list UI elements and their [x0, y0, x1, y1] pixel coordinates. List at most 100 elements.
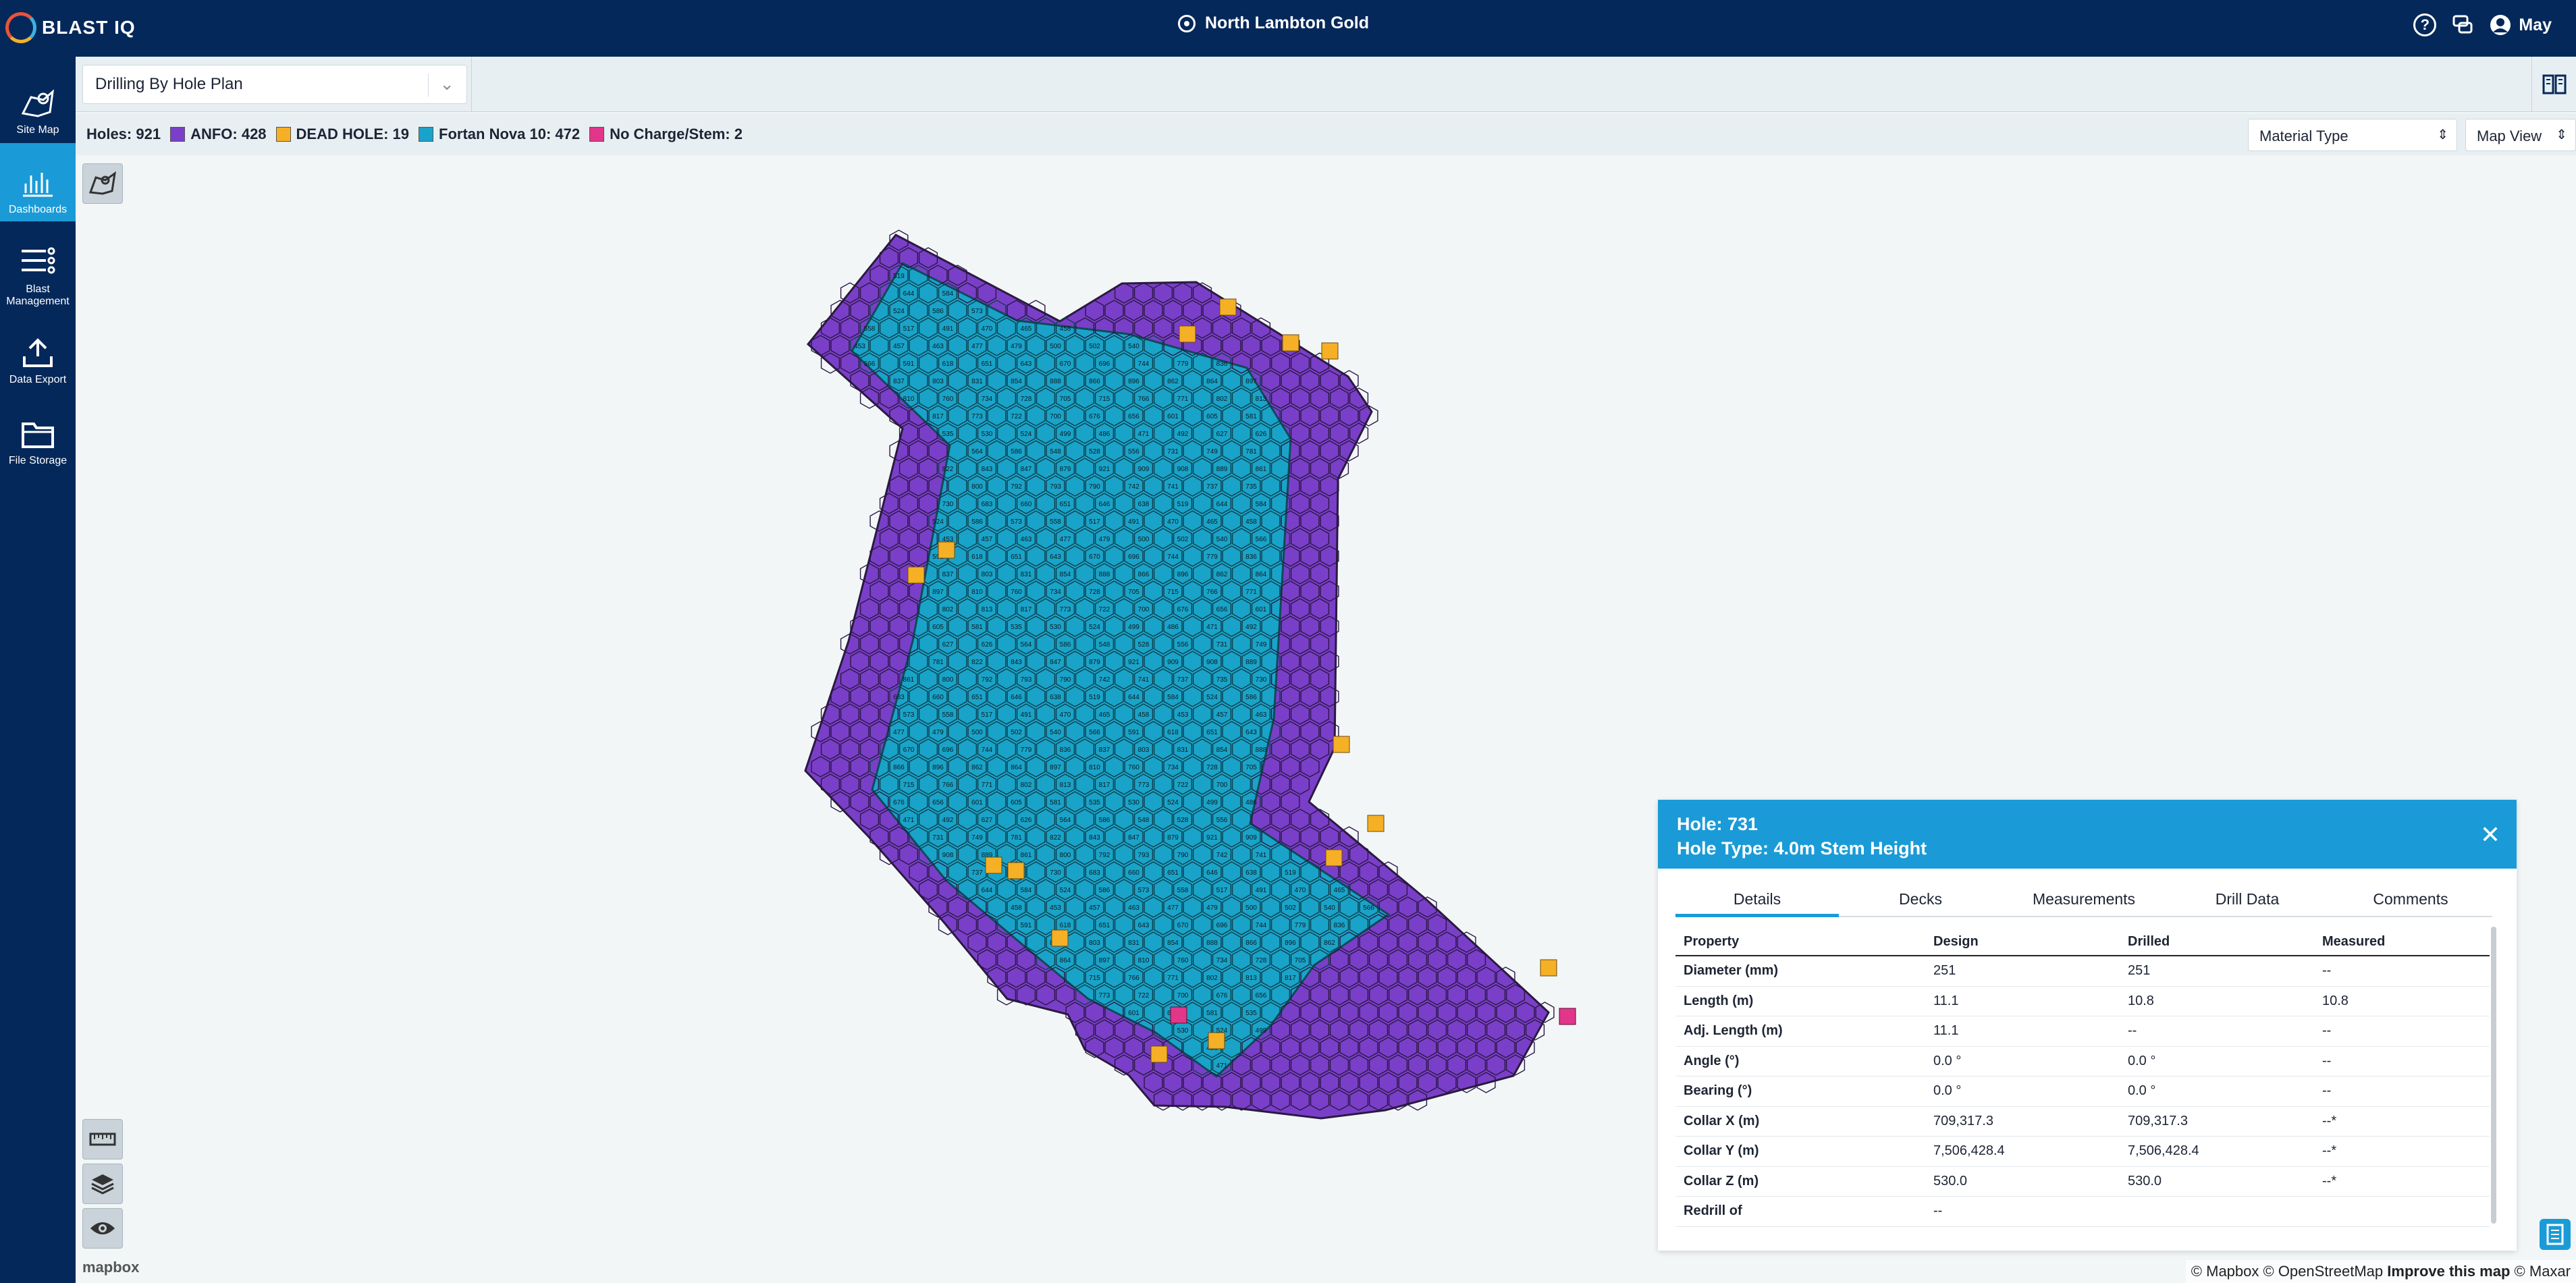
blast-hole[interactable] — [1290, 738, 1310, 760]
blast-hole[interactable] — [1212, 633, 1232, 655]
blast-hole[interactable] — [1094, 809, 1115, 830]
blast-hole[interactable] — [1183, 931, 1202, 953]
blast-hole[interactable] — [1202, 896, 1222, 918]
blast-hole[interactable] — [1339, 440, 1359, 462]
blast-hole[interactable] — [1231, 809, 1252, 830]
blast-hole[interactable] — [1261, 616, 1281, 637]
blast-hole[interactable] — [1133, 317, 1154, 339]
blast-hole[interactable] — [1339, 826, 1359, 848]
blast-hole[interactable] — [1329, 879, 1349, 900]
blast-hole[interactable] — [938, 458, 958, 479]
blast-hole[interactable] — [1085, 510, 1104, 532]
blast-hole[interactable] — [938, 598, 958, 620]
mapbox-logo[interactable]: mapbox — [82, 1259, 139, 1276]
blast-hole[interactable] — [1144, 826, 1163, 848]
guide-button[interactable] — [2531, 57, 2576, 112]
blast-hole[interactable] — [889, 229, 909, 251]
blast-hole[interactable] — [1407, 949, 1428, 971]
blast-hole[interactable] — [1055, 703, 1075, 725]
blast-hole[interactable] — [967, 440, 987, 462]
blast-hole[interactable] — [1212, 844, 1232, 865]
blast-hole[interactable] — [1094, 914, 1115, 935]
blast-hole[interactable] — [1300, 370, 1320, 391]
blast-hole[interactable] — [1290, 387, 1310, 409]
blast-hole[interactable] — [1026, 721, 1046, 742]
blast-hole[interactable] — [1114, 282, 1134, 304]
blast-hole[interactable] — [1144, 545, 1163, 567]
blast-hole[interactable] — [1192, 387, 1212, 409]
blast-hole[interactable] — [1153, 352, 1173, 374]
blast-hole[interactable] — [1457, 931, 1476, 953]
blast-hole[interactable] — [1163, 405, 1183, 427]
blast-hole[interactable] — [1075, 844, 1095, 865]
blast-hole[interactable] — [918, 493, 938, 514]
blast-hole[interactable] — [938, 773, 958, 795]
blast-hole[interactable] — [1270, 1019, 1291, 1041]
blast-hole[interactable] — [1310, 949, 1330, 971]
blast-hole[interactable] — [1310, 1089, 1330, 1111]
blast-hole[interactable] — [1251, 703, 1271, 725]
blast-hole[interactable] — [1104, 756, 1124, 777]
blast-hole[interactable] — [1320, 475, 1339, 497]
blast-hole[interactable] — [1153, 809, 1173, 830]
blast-hole[interactable] — [1300, 721, 1320, 742]
blast-hole[interactable] — [1290, 352, 1310, 374]
blast-hole[interactable] — [1075, 528, 1095, 549]
blast-hole[interactable] — [1114, 317, 1134, 339]
blast-hole[interactable] — [1310, 1054, 1330, 1076]
blast-hole[interactable] — [1163, 826, 1183, 848]
blast-hole[interactable] — [1144, 651, 1163, 672]
blast-hole[interactable] — [1281, 826, 1300, 848]
blast-hole[interactable] — [859, 352, 880, 374]
blast-hole[interactable] — [1094, 949, 1115, 971]
blast-hole[interactable] — [1055, 668, 1075, 690]
blast-hole[interactable] — [1192, 352, 1212, 374]
blast-hole[interactable] — [948, 826, 967, 848]
blast-hole[interactable] — [1222, 545, 1241, 567]
blast-hole[interactable] — [996, 773, 1017, 795]
blast-hole[interactable] — [840, 633, 860, 655]
blast-hole[interactable] — [1133, 914, 1154, 935]
blast-hole[interactable] — [1251, 984, 1271, 1006]
blast-hole[interactable] — [1114, 809, 1134, 830]
blast-hole[interactable] — [1075, 949, 1095, 971]
blast-hole[interactable] — [918, 703, 938, 725]
blast-hole[interactable] — [1320, 405, 1339, 427]
blast-hole[interactable] — [909, 475, 928, 497]
blast-hole[interactable] — [1231, 528, 1252, 549]
improve-map-link[interactable]: Improve this map — [2387, 1263, 2511, 1280]
blast-hole[interactable] — [1065, 966, 1085, 988]
blast-hole[interactable] — [1388, 984, 1408, 1006]
blast-hole[interactable] — [1055, 738, 1075, 760]
blast-hole[interactable] — [889, 265, 909, 286]
blast-hole[interactable] — [889, 791, 909, 813]
blast-hole[interactable] — [909, 651, 928, 672]
blast-hole[interactable] — [928, 370, 948, 391]
blast-hole[interactable] — [1124, 896, 1144, 918]
blast-hole[interactable] — [1212, 598, 1232, 620]
blast-hole[interactable] — [1241, 580, 1261, 602]
blast-hole[interactable] — [1192, 633, 1212, 655]
blast-hole[interactable] — [1359, 966, 1378, 988]
blast-hole[interactable] — [909, 545, 928, 567]
blast-hole[interactable] — [1202, 791, 1222, 813]
blast-hole[interactable] — [948, 475, 967, 497]
blast-hole[interactable] — [1007, 931, 1026, 953]
blast-hole[interactable] — [850, 370, 869, 391]
blast-hole[interactable] — [957, 879, 977, 900]
blast-hole[interactable] — [1202, 475, 1222, 497]
blast-hole[interactable] — [1212, 773, 1232, 795]
blast-hole[interactable] — [918, 844, 938, 865]
blast-hole[interactable] — [1016, 422, 1036, 444]
blast-hole[interactable] — [1114, 493, 1134, 514]
blast-hole[interactable] — [1026, 651, 1046, 672]
blast-hole[interactable] — [1007, 896, 1026, 918]
blast-hole[interactable] — [1310, 598, 1330, 620]
blast-hole[interactable] — [1153, 317, 1173, 339]
blast-hole[interactable] — [1241, 651, 1261, 672]
blast-hole[interactable] — [869, 791, 889, 813]
blast-hole[interactable] — [859, 809, 880, 830]
blast-hole[interactable] — [1055, 352, 1075, 374]
blast-hole[interactable] — [1192, 422, 1212, 444]
blast-hole[interactable] — [1202, 405, 1222, 427]
